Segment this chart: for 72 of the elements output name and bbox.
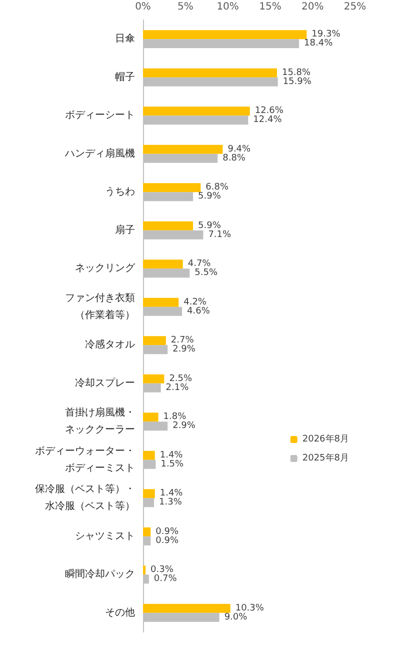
y-tick-label: ハンディ扇風機: [64, 147, 135, 160]
legend-label: 2025年8月: [302, 452, 350, 464]
y-tick-label: ボディーウォーター・ボディーミスト: [35, 446, 135, 474]
data-label: 2.9%: [172, 344, 196, 355]
data-label: 4.6%: [187, 306, 210, 316]
data-label: 0.3%: [150, 565, 174, 576]
data-label: 7.1%: [208, 230, 232, 240]
x-tick-label: 25%: [344, 2, 366, 12]
data-label: 10.3%: [235, 603, 264, 614]
y-tick-label: ボディーシート: [65, 110, 135, 122]
data-label: 15.8%: [282, 68, 312, 78]
y-tick-label: 保冷服（ベスト等）・水冷服（ベスト等）: [35, 483, 135, 512]
bar: [143, 183, 201, 192]
data-label: 0.9%: [156, 526, 179, 537]
bar: [143, 489, 155, 498]
data-label: 1.4%: [160, 488, 184, 499]
data-label: 0.7%: [154, 574, 178, 584]
data-label: 8.8%: [222, 153, 246, 164]
data-label: 2.7%: [170, 336, 194, 346]
data-label: 2.9%: [172, 421, 196, 432]
y-tick-label: ネックリング: [75, 263, 136, 274]
y-tick-label: うちわ: [105, 186, 135, 198]
legend-label: 2026年8月: [302, 434, 350, 444]
data-label: 0.9%: [156, 536, 179, 546]
data-label: 5.9%: [198, 192, 222, 202]
x-tick-label: 0%: [135, 2, 151, 12]
y-tick-label: 首掛け扇風機・ネッククーラー: [65, 406, 135, 436]
y-tick-label: 瞬間冷却パック: [65, 568, 135, 580]
data-label: 2.5%: [169, 374, 193, 384]
y-tick-label: 扇子: [115, 224, 135, 236]
data-label: 9.4%: [228, 144, 252, 154]
data-label: 1.5%: [160, 459, 184, 470]
data-label: 18.4%: [304, 38, 334, 49]
data-label: 1.3%: [159, 498, 182, 508]
data-label: 1.4%: [160, 450, 184, 460]
bar: [143, 566, 146, 575]
bar: [143, 298, 179, 307]
bar: [143, 144, 223, 154]
bar: [143, 30, 307, 40]
data-label: 15.9%: [282, 76, 312, 87]
x-tick-label: 5%: [177, 2, 194, 12]
data-label: 6.8%: [206, 182, 229, 193]
x-tick-label: 20%: [301, 2, 324, 12]
bar: [143, 450, 155, 460]
x-tick-label: 10%: [216, 2, 239, 12]
data-label: 2.1%: [166, 382, 190, 393]
data-label: 4.7%: [188, 259, 212, 270]
bar: [143, 106, 250, 116]
bar: [143, 336, 166, 346]
y-tick-label: シャツミスト: [75, 530, 135, 542]
bar: [143, 68, 277, 78]
bar: [143, 604, 230, 613]
y-tick-label: その他: [105, 606, 135, 618]
data-label: 12.4%: [253, 115, 282, 126]
y-tick-label: 冷却スプレー: [75, 376, 135, 389]
data-label: 5.9%: [198, 220, 222, 231]
data-label: 19.3%: [312, 30, 341, 40]
data-label: 5.5%: [194, 268, 218, 278]
data-label: 1.8%: [163, 412, 187, 422]
data-label: 12.6%: [254, 106, 284, 116]
data-label: 9.0%: [224, 612, 248, 622]
data-label: 4.2%: [184, 297, 207, 308]
y-tick-label: 帽子: [115, 70, 135, 83]
bar: [143, 374, 164, 384]
bar: [143, 527, 151, 536]
y-tick-label: ファン付き衣類（作業着等）: [65, 292, 135, 321]
bar: [143, 221, 194, 230]
bar: [143, 412, 158, 422]
y-tick-label: 日傘: [115, 32, 135, 45]
x-tick-label: 15%: [259, 2, 282, 12]
y-tick-label: 冷感タオル: [85, 338, 135, 351]
bar: [143, 260, 183, 269]
